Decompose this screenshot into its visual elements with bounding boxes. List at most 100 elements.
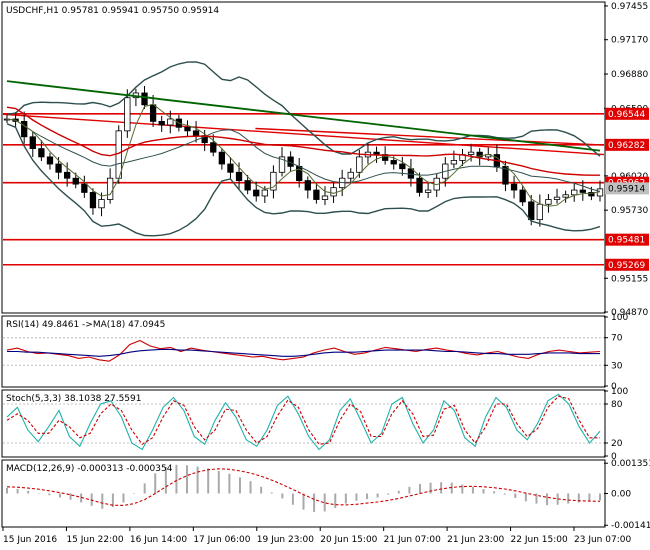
- macd-axis-label: 0.001351: [611, 459, 650, 469]
- candle-body: [330, 187, 337, 197]
- candle-body: [192, 130, 200, 136]
- macd-axis-label: -0.001416: [611, 521, 650, 531]
- candle-body: [304, 180, 311, 191]
- moving-average-slow: [6, 80, 601, 152]
- candle-body: [270, 171, 277, 191]
- moving-average-medium: [6, 106, 600, 176]
- price-axis-label: 0.95730: [611, 206, 648, 216]
- candle-body: [553, 196, 561, 200]
- candle-body: [571, 189, 578, 196]
- bollinger-lower-band: [6, 123, 601, 237]
- candle-body: [424, 189, 432, 193]
- candle-body: [46, 156, 54, 165]
- candle-body: [467, 151, 475, 155]
- level-price-label: 0.96544: [608, 110, 645, 120]
- candle-body: [562, 194, 569, 198]
- time-axis-label: 17 Jun 06:00: [193, 535, 250, 545]
- indicator-axis-label: 0: [611, 382, 617, 392]
- indicator-axis-label: 100: [611, 313, 628, 323]
- candle-body: [158, 120, 165, 126]
- candle-body: [536, 203, 543, 221]
- indicator-series-line: [6, 393, 601, 451]
- candle-body: [184, 126, 191, 132]
- candle-body: [89, 192, 97, 209]
- rsi-chart-layer: 100 70 30 0: [3, 313, 628, 392]
- candle-body: [373, 151, 380, 155]
- trend-line: [2, 113, 605, 156]
- current-price-label: 0.95914: [608, 184, 645, 194]
- candle-body: [149, 104, 157, 122]
- price-chart-layer: 0.974550.971700.968800.965900.960200.957…: [2, 2, 649, 318]
- stoch-indicator-title: Stoch(5,3,3) 38.1038 27.5591: [6, 394, 141, 404]
- candle-body: [476, 151, 483, 158]
- indicator-series-line: [6, 395, 600, 446]
- level-price-tag: [605, 138, 649, 151]
- candle-body: [321, 195, 329, 200]
- candle-body: [29, 136, 36, 150]
- candle-body: [588, 192, 595, 197]
- candle-body: [81, 183, 88, 193]
- candle-body: [210, 142, 217, 153]
- candle-body: [399, 163, 406, 170]
- level-price-label: 0.95481: [608, 236, 645, 246]
- candle-body: [545, 199, 552, 205]
- time-axis-label: 15 Jun 2016: [3, 535, 57, 545]
- price-axis-label: 0.97170: [611, 36, 648, 46]
- candle-body: [356, 156, 363, 173]
- indicator-axis-label: 70: [611, 334, 623, 344]
- price-axis-label: 0.96880: [611, 70, 648, 80]
- macd-indicator-title: MACD(12,26,9) -0.000313 -0.000354: [6, 464, 173, 474]
- macd-signal-line: [6, 468, 601, 506]
- time-axis-label: 15 Jun 22:00: [66, 535, 123, 545]
- level-price-tag: [605, 107, 649, 120]
- candle-body: [227, 163, 234, 173]
- level-price-tag: [605, 258, 649, 271]
- candle-body: [21, 120, 28, 138]
- indicator-series-line: [6, 339, 601, 362]
- candle-body: [253, 189, 260, 197]
- current-price-tag: [605, 182, 649, 195]
- candle-body: [528, 201, 535, 221]
- candle-body: [278, 156, 286, 173]
- stoch-panel-frame: [1, 389, 606, 458]
- candle-body: [218, 151, 226, 165]
- rsi-indicator-title: RSI(14) 49.8461 ->MA(18) 47.0945: [6, 320, 165, 330]
- candle-body: [64, 171, 71, 179]
- level-price-tag: [605, 233, 649, 246]
- price-axis-label: 0.95155: [611, 274, 648, 284]
- indicator-series-line: [7, 348, 600, 357]
- candle-body: [141, 92, 148, 106]
- candle-body: [167, 118, 174, 126]
- candle-body: [106, 177, 114, 200]
- candle-body: [72, 177, 79, 185]
- level-price-label: 0.96282: [608, 141, 645, 151]
- indicator-axis-label: 30: [611, 361, 623, 371]
- macd-axis-label: 0.00: [611, 490, 631, 500]
- main-chart-title: USDCHF,H1 0.95781 0.95941 0.95750 0.9591…: [6, 6, 219, 16]
- macd-chart-layer: 0.001351 0.00 -0.001416: [6, 459, 650, 531]
- time-axis-label: 22 Jun 15:00: [511, 535, 568, 545]
- indicator-axis-label: 100: [611, 387, 628, 397]
- price-axis-label: 0.97455: [611, 2, 648, 12]
- bollinger-middle-band: [6, 118, 601, 192]
- indicator-axis-label: 0: [611, 452, 617, 462]
- time-axis-label: 19 Jun 23:00: [257, 535, 314, 545]
- candle-body: [416, 177, 423, 193]
- candle-body: [313, 189, 320, 200]
- candle-body: [38, 148, 45, 158]
- bollinger-upper-band: [6, 61, 601, 157]
- candle-body: [510, 183, 518, 191]
- stoch-chart-layer: 100 80 20 0: [3, 387, 628, 462]
- level-price-label: 0.95269: [608, 261, 645, 271]
- candle-body: [347, 171, 354, 179]
- time-axis: 15 Jun 2016 15 Jun 22:00 16 Jun 14:00 17 Ju…: [2, 527, 631, 545]
- indicator-axis-label: 80: [611, 400, 623, 410]
- time-axis-label: 21 Jun 23:00: [447, 535, 504, 545]
- price-axis-label: 0.94870: [611, 308, 648, 318]
- candle-body: [502, 165, 509, 185]
- rsi-panel-frame: [1, 315, 606, 388]
- trend-line: [255, 127, 605, 146]
- candle-body: [450, 160, 458, 165]
